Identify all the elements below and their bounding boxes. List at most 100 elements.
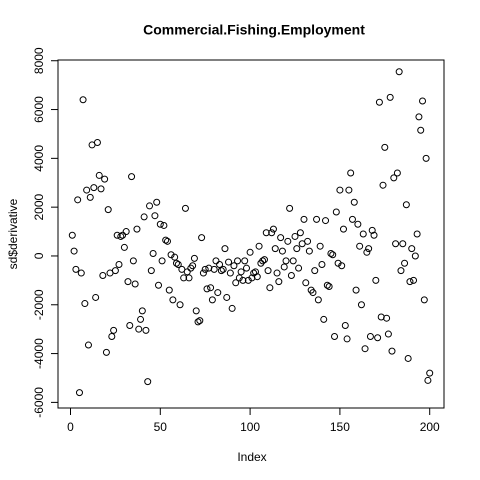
point [147,267,155,275]
point [332,208,340,216]
point [413,230,421,238]
point [203,285,211,293]
point [311,267,319,275]
point [189,262,197,270]
point [305,247,313,255]
point [230,262,238,270]
point [163,237,171,245]
point [381,143,389,151]
point [365,245,373,253]
point [266,284,274,292]
point [239,276,247,284]
x-axis-label: Index [237,450,266,464]
point [153,198,161,206]
point [422,154,430,162]
point [375,98,383,106]
point [84,341,92,349]
point [79,96,87,104]
point [388,347,396,355]
point [415,113,423,121]
point [167,251,175,259]
point [384,330,392,338]
point [361,345,369,353]
point [345,186,353,194]
y-tick-label: -6000 [32,387,46,418]
point [135,325,143,333]
point [273,269,281,277]
point [174,261,182,269]
point [142,326,150,334]
point [110,326,118,334]
point [226,269,234,277]
point [169,296,177,304]
point [124,278,132,286]
point [68,231,76,239]
chart-title: Commercial.Fishing.Employment [143,22,365,38]
point [234,257,242,265]
point [390,174,398,182]
point [210,265,218,273]
point [81,300,89,308]
point [194,318,202,326]
y-tick-label: 2000 [32,193,46,220]
point [352,286,360,294]
point [126,322,134,330]
point [277,234,285,242]
point [300,215,308,223]
y-tick-label: 4000 [32,145,46,172]
point [97,185,105,193]
point [207,284,215,292]
point [111,267,119,275]
point [190,254,198,262]
x-tick-label: 50 [154,420,168,434]
point [356,242,364,250]
point [262,229,270,237]
x-tick-label: 0 [67,420,74,434]
point [331,332,339,340]
point [180,274,188,282]
point [420,296,428,304]
point [255,242,263,250]
point [379,181,387,189]
point [72,265,80,273]
point [347,169,355,177]
point [313,215,321,223]
point [198,234,206,242]
point [162,236,170,244]
point [113,231,121,239]
point [260,256,268,264]
point [77,269,85,277]
point [327,250,335,258]
point [271,245,279,253]
point [196,317,204,325]
point [316,242,324,250]
point [160,221,168,229]
point [144,378,152,386]
point [395,68,403,76]
point [108,332,116,340]
point [304,237,312,245]
point [115,261,123,269]
point [291,232,299,240]
point [237,268,245,276]
point [399,240,407,248]
point [275,278,283,286]
point [406,278,414,286]
point [172,259,180,267]
point [208,296,216,304]
point [287,271,295,279]
point [241,257,249,265]
point [293,245,301,253]
point [309,289,317,297]
point [129,257,137,265]
point [289,257,297,265]
y-axis-label: sd$derivative [6,198,20,269]
x-tick-label: 150 [330,420,350,434]
point [151,212,159,220]
point [411,252,419,260]
point [185,274,193,282]
point [216,261,224,269]
point [393,169,401,177]
